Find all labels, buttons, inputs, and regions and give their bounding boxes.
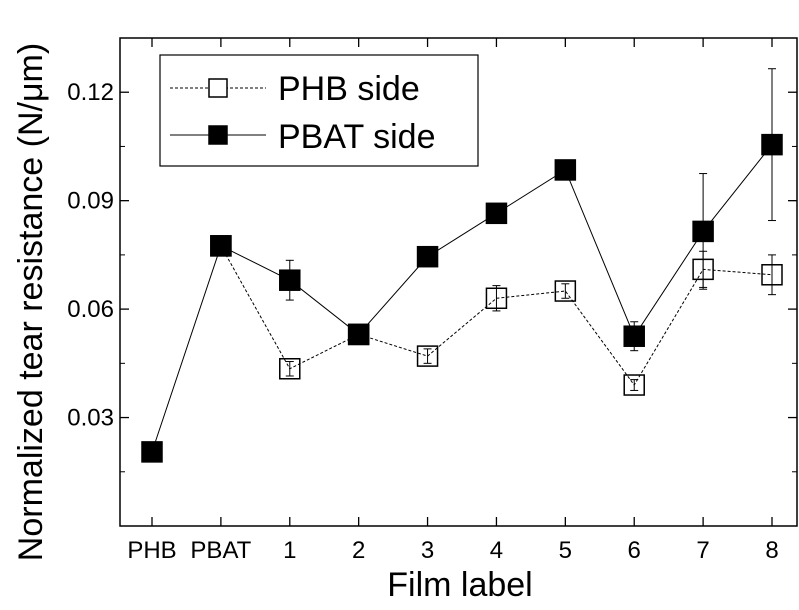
x-tick-label: 5 <box>559 537 572 564</box>
data-point <box>280 359 300 379</box>
data-point <box>762 265 782 285</box>
y-tick-label: 0.06 <box>67 296 114 323</box>
x-tick-label: 1 <box>283 537 296 564</box>
data-point <box>349 324 369 344</box>
legend-pbat-marker <box>209 126 227 144</box>
series-0 <box>211 236 782 395</box>
data-point <box>418 247 438 267</box>
data-point <box>624 375 644 395</box>
data-point <box>762 135 782 155</box>
y-tick-label: 0.12 <box>67 79 114 106</box>
data-point <box>486 288 506 308</box>
x-tick-label: 4 <box>490 537 503 564</box>
series-line <box>152 145 772 452</box>
legend-phb-marker <box>209 79 227 97</box>
legend-phb-label: PHB side <box>278 70 420 108</box>
data-point <box>280 270 300 290</box>
legend-pbat-label: PBAT side <box>278 118 435 156</box>
data-point <box>142 442 162 462</box>
data-point <box>555 281 575 301</box>
data-point <box>211 236 231 256</box>
y-tick-label: 0.03 <box>67 405 114 432</box>
y-axis-title: Normalized tear resistance (N/μm) <box>12 43 50 561</box>
x-tick-label: PBAT <box>190 537 251 564</box>
x-axis-title: Film label <box>387 566 532 604</box>
data-point <box>693 221 713 241</box>
legend: PHB side PBAT side <box>160 55 478 166</box>
x-tick-label: 2 <box>352 537 365 564</box>
x-tick-label: 3 <box>421 537 434 564</box>
x-tick-label: PHB <box>127 537 176 564</box>
y-tick-label: 0.09 <box>67 188 114 215</box>
x-tick-label: 8 <box>765 537 778 564</box>
data-point <box>624 326 644 346</box>
data-point <box>555 160 575 180</box>
data-point <box>486 203 506 223</box>
x-tick-label: 6 <box>628 537 641 564</box>
data-point <box>418 346 438 366</box>
x-tick-label: 7 <box>696 537 709 564</box>
series-line <box>221 246 772 385</box>
